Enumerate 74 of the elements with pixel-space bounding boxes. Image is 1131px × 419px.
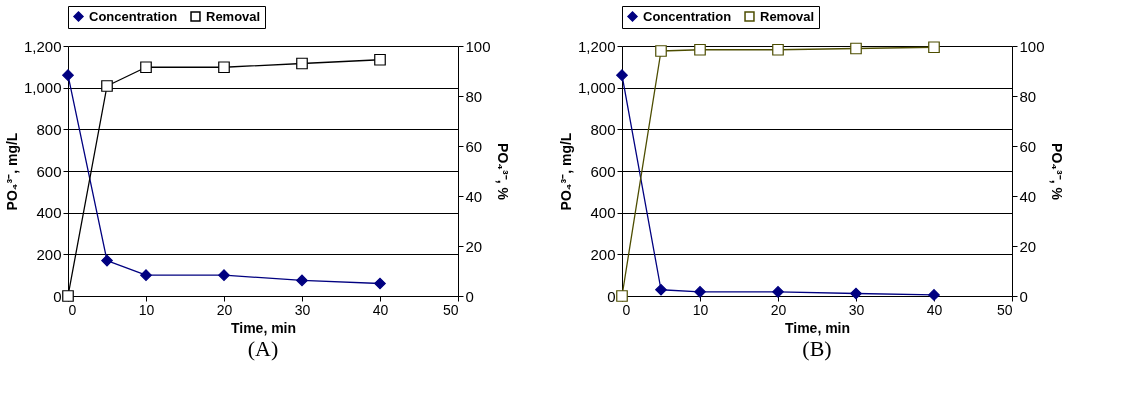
y-tick-label: 600 [590,162,616,180]
x-tick-label: 0 [622,301,631,318]
x-tick-label: 20 [770,301,787,318]
y2-tick-label: 80 [1019,87,1037,105]
y-tick-label: 400 [590,204,616,222]
point [296,274,308,287]
y-tick-label: 1,000 [23,79,62,97]
y2-tick-label: 0 [1019,287,1028,305]
point [374,53,386,66]
point [140,269,152,282]
y2-tick-label: 20 [1019,237,1037,255]
point [772,43,784,56]
x-tick-label: 30 [294,301,311,318]
point [616,290,628,302]
x-tick-label: 0 [68,301,77,318]
legend-label: Concentration [89,8,178,24]
point [374,277,386,290]
y2-tick-label: 60 [1019,137,1037,155]
y-axis-title: PO₄³⁻, mg/L [3,132,20,211]
y2-axis-title: PO₄³⁻, % [494,143,511,201]
y-tick-label: 0 [53,287,62,305]
y-axis-title: PO₄³⁻, mg/L [557,132,574,211]
point [655,45,667,57]
point [850,42,862,55]
y-tick-label: 200 [36,245,62,263]
y-tick-label: 800 [590,120,616,138]
x-axis-title: Time, min [784,319,851,336]
legend-label: Removal [206,8,261,24]
y-tick-label: 800 [36,120,62,138]
point [101,254,113,267]
y-tick-label: 0 [607,287,616,305]
point [694,43,706,56]
point [218,61,230,74]
y-tick-label: 1,200 [23,37,62,55]
text: (A) [247,336,279,361]
y2-tick-label: 40 [1019,187,1037,205]
y2-tick-label: 100 [1019,37,1045,55]
point [928,41,940,54]
text: (B) [802,336,832,361]
y2-tick-label: 0 [465,287,474,305]
x-tick-label: 40 [926,301,943,318]
x-tick-label: 20 [216,301,233,318]
point [655,283,667,296]
y2-tick-label: 80 [465,87,483,105]
x-tick-label: 10 [692,301,709,318]
point [928,289,940,301]
y2-tick-label: 100 [465,37,491,55]
point [616,69,628,82]
y-tick-label: 1,000 [577,79,616,97]
x-tick-label: 30 [848,301,865,318]
y2-tick-label: 40 [465,187,483,205]
point [850,287,862,300]
point [101,80,113,92]
x-axis-title: Time, min [230,319,297,336]
point [694,285,706,298]
x-tick-label: 50 [442,301,459,318]
y-tick-label: 1,200 [577,37,616,55]
point [140,61,152,74]
y2-tick-label: 60 [465,137,483,155]
x-tick-label: 10 [138,301,155,318]
point [62,290,74,302]
y-tick-label: 400 [36,204,62,222]
y-tick-label: 200 [590,245,616,263]
point [62,69,74,82]
y2-tick-label: 20 [465,237,483,255]
legend-label: Concentration [643,8,732,24]
point [772,285,784,298]
y-tick-label: 600 [36,162,62,180]
legend-label: Removal [760,8,815,24]
point [296,57,308,70]
point [218,269,230,282]
y2-axis-title: PO₄³⁻, % [1048,143,1065,201]
x-tick-label: 50 [996,301,1013,318]
x-tick-label: 40 [372,301,389,318]
